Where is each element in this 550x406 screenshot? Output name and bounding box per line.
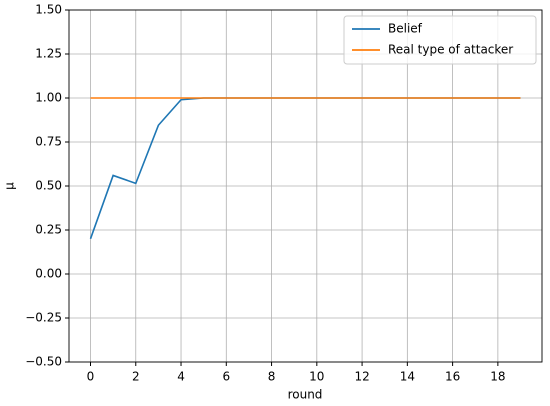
plot-frame — [68, 9, 543, 363]
x-tick-label: 18 — [490, 370, 505, 384]
legend-box — [343, 15, 537, 65]
x-tick-label: 2 — [132, 370, 140, 384]
y-tick-label: 0.00 — [35, 267, 62, 281]
legend-label: Real type of attacker — [388, 43, 513, 57]
x-tick-label: 14 — [400, 370, 415, 384]
y-tick-label: −0.50 — [25, 355, 62, 369]
y-tick-label: 0.75 — [35, 135, 62, 149]
legend-label: Belief — [388, 22, 423, 36]
y-tick-label: 0.25 — [35, 223, 62, 237]
x-tick-label: 16 — [445, 370, 460, 384]
y-tick-label: 1.50 — [35, 3, 62, 17]
x-tick-label: 0 — [87, 370, 95, 384]
series-line — [89, 97, 521, 240]
x-tick-label: 6 — [222, 370, 230, 384]
y-tick-label: 1.00 — [35, 91, 62, 105]
y-tick-label: 0.50 — [35, 179, 62, 193]
y-axis-label: μ — [3, 182, 17, 190]
y-tick-label: 1.25 — [35, 47, 62, 61]
x-tick-label: 8 — [268, 370, 276, 384]
x-tick-label: 12 — [354, 370, 369, 384]
x-axis-label: round — [288, 388, 323, 402]
x-tick-label: 10 — [309, 370, 324, 384]
x-tick-label: 4 — [177, 370, 185, 384]
y-tick-label: −0.25 — [25, 311, 62, 325]
